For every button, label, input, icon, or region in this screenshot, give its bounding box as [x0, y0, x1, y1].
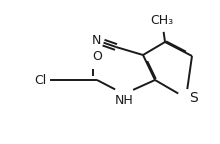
Text: N: N: [91, 34, 101, 47]
Text: O: O: [92, 51, 102, 64]
Text: Cl: Cl: [34, 73, 46, 87]
Text: CH₃: CH₃: [150, 14, 174, 26]
Text: NH: NH: [115, 93, 133, 107]
Text: S: S: [190, 91, 198, 105]
